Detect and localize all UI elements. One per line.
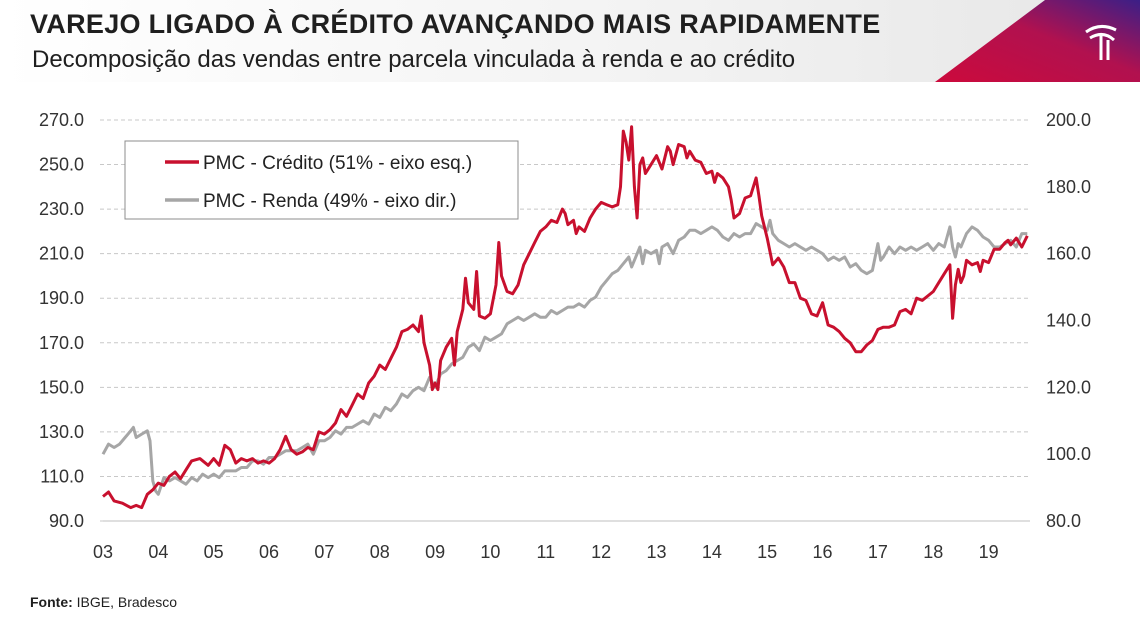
source-note: Fonte: IBGE, Bradesco (30, 594, 177, 610)
x-tick-label: 16 (813, 542, 833, 562)
x-tick-label: 10 (480, 542, 500, 562)
page-subtitle: Decomposição das vendas entre parcela vi… (32, 46, 796, 73)
x-tick-label: 03 (93, 542, 113, 562)
line-chart: 90.0 110.0 130.0 150.0 170.0 190.0 210.0 230.0 2… (39, 110, 1091, 562)
y-right-tick-label: 80.0 (1046, 511, 1081, 531)
x-tick-label: 13 (646, 542, 666, 562)
x-tick-label: 04 (148, 542, 168, 562)
x-tick-label: 09 (425, 542, 445, 562)
y-right-tick-label: 180.0 (1046, 177, 1091, 197)
y-left-tick-label: 230.0 (39, 199, 84, 219)
y-left-tick-label: 210.0 (39, 244, 84, 264)
x-tick-label: 08 (370, 542, 390, 562)
legend-label: PMC - Crédito (51% - eixo esq.) (203, 153, 472, 174)
x-tick-label: 17 (868, 542, 888, 562)
x-tick-label: 18 (923, 542, 943, 562)
y-left-tick-label: 170.0 (39, 333, 84, 353)
y-right-tick-label: 160.0 (1046, 244, 1091, 264)
x-tick-label: 11 (536, 542, 555, 562)
y-left-tick-label: 130.0 (39, 422, 84, 442)
y-right-tick-label: 100.0 (1046, 444, 1091, 464)
x-tick-label: 06 (259, 542, 279, 562)
y-left-tick-label: 270.0 (39, 110, 84, 130)
y-right-tick-label: 120.0 (1046, 377, 1091, 397)
legend-label: PMC - Renda (49% - eixo dir.) (203, 191, 456, 212)
y-left-tick-label: 190.0 (39, 288, 84, 308)
y-left-tick-label: 110.0 (40, 466, 84, 486)
y-right-tick-label: 200.0 (1046, 110, 1091, 130)
page-title: VAREJO LIGADO À CRÉDITO AVANÇANDO MAIS R… (30, 9, 881, 39)
x-tick-label: 05 (204, 542, 224, 562)
y-right-tick-label: 140.0 (1046, 311, 1091, 331)
header-banner (0, 0, 1140, 82)
x-tick-label: 14 (702, 542, 722, 562)
x-tick-label: 15 (757, 542, 777, 562)
x-tick-label: 07 (314, 542, 334, 562)
bradesco-tree-logo-icon (1085, 25, 1117, 60)
y-left-tick-label: 90.0 (49, 511, 84, 531)
x-tick-label: 19 (979, 542, 999, 562)
source-label: Fonte: (30, 594, 73, 610)
series-credito-line (102, 125, 1029, 510)
source-text: IBGE, Bradesco (76, 594, 178, 610)
x-tick-label: 12 (591, 542, 611, 562)
series-renda-line (101, 218, 1028, 496)
y-left-tick-label: 250.0 (39, 155, 84, 175)
legend-box (124, 140, 519, 220)
y-left-tick-label: 150.0 (39, 377, 84, 397)
